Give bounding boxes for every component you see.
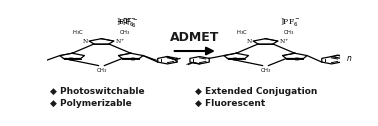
Text: H$_3$C: H$_3$C [236,28,248,37]
Text: N$^+$: N$^+$ [115,37,126,45]
Text: CH$_3$: CH$_3$ [260,67,271,75]
Text: N$^+$: N$^+$ [279,37,290,45]
Text: S: S [294,57,299,62]
Text: S: S [130,57,135,62]
Text: CH$_3$: CH$_3$ [119,28,131,37]
Text: ADMET: ADMET [170,31,220,44]
Text: ]PF$_6^-$: ]PF$_6^-$ [116,17,136,29]
Text: N: N [246,39,252,44]
Text: ◆ Polymerizable: ◆ Polymerizable [50,99,132,108]
Text: ◆ Fluorescent: ◆ Fluorescent [195,99,265,108]
Text: ◆ Extended Conjugation: ◆ Extended Conjugation [195,87,318,96]
Text: N: N [82,39,88,44]
Text: ]PF$_6^-$: ]PF$_6^-$ [280,17,301,29]
Text: $\neg$PF$_6^-$: $\neg$PF$_6^-$ [116,16,139,30]
Text: n: n [347,54,352,64]
Text: CH$_3$: CH$_3$ [96,67,107,75]
Text: ◆ Photoswitchable: ◆ Photoswitchable [50,87,145,96]
Text: S: S [232,57,236,62]
Text: H$_3$C: H$_3$C [72,28,84,37]
Text: S: S [68,57,72,62]
Text: CH$_3$: CH$_3$ [283,28,295,37]
